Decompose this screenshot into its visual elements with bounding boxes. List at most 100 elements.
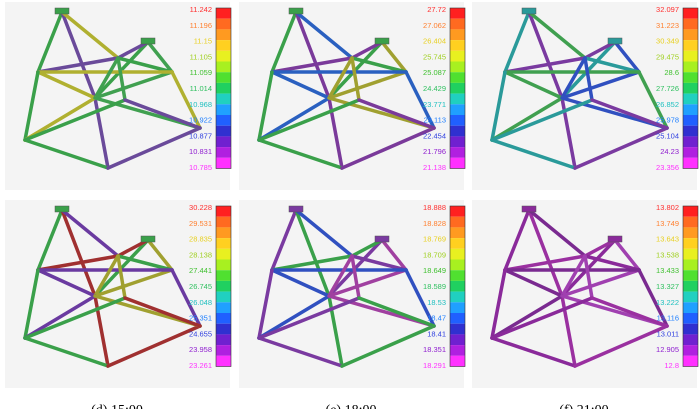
color-bar-segment xyxy=(450,82,465,94)
color-bar-segment xyxy=(450,147,465,158)
color-bar-segment xyxy=(683,125,698,137)
color-bar-segment xyxy=(450,302,465,313)
truss-member xyxy=(93,56,120,100)
truss-member xyxy=(60,208,97,298)
truss-member xyxy=(170,268,202,328)
color-bar-segment xyxy=(683,72,698,83)
truss-member xyxy=(490,98,594,142)
color-bar-segment xyxy=(216,147,231,158)
color-bar-segment xyxy=(683,61,698,73)
truss-member xyxy=(340,324,436,368)
truss-member xyxy=(560,254,587,298)
truss-member xyxy=(527,10,564,100)
legend-label: 11.15 xyxy=(194,37,212,46)
color-bar-segment xyxy=(683,345,698,356)
color-bar-segment xyxy=(683,323,698,335)
panel-background xyxy=(5,2,230,190)
tower-cap xyxy=(521,7,537,15)
color-bar-segment xyxy=(216,93,231,105)
color-bar-segment xyxy=(683,115,698,126)
truss-member xyxy=(613,238,641,272)
truss-member xyxy=(60,208,120,258)
legend-label: 29.475 xyxy=(656,52,679,61)
color-bar-segment xyxy=(683,104,698,115)
truss-member xyxy=(503,70,564,100)
legend-label: 13.222 xyxy=(656,298,679,307)
truss-member xyxy=(583,56,594,102)
legend-label: 27.062 xyxy=(423,21,446,30)
truss-member xyxy=(294,10,331,100)
color-bar-segment xyxy=(683,8,698,19)
color-bar-segment xyxy=(683,355,698,367)
color-bar-segment xyxy=(683,157,698,169)
legend-label: 12.905 xyxy=(656,345,679,354)
tower-cap xyxy=(54,205,70,213)
truss-member xyxy=(590,296,669,328)
truss-member xyxy=(404,268,436,328)
truss-member xyxy=(357,98,436,130)
truss-member xyxy=(270,208,298,272)
legend-label: 13.802 xyxy=(656,203,679,212)
color-bar-segment xyxy=(450,270,465,281)
truss-member xyxy=(60,10,97,100)
truss-member xyxy=(93,254,120,298)
truss-member xyxy=(350,56,361,102)
legend-label: 30.349 xyxy=(656,37,679,46)
truss-member xyxy=(36,56,120,74)
tower-cap xyxy=(521,205,537,213)
truss-member xyxy=(23,138,110,170)
color-bar-segment xyxy=(683,259,698,271)
tower-cap xyxy=(607,235,623,243)
panel-caption: (e) 18:00 xyxy=(326,403,377,409)
color-bar-segment xyxy=(450,115,465,126)
legend-label: 18.649 xyxy=(423,266,446,275)
color-bar-segment xyxy=(450,29,465,41)
color-bar-segment xyxy=(216,29,231,41)
color-bar-segment xyxy=(683,238,698,249)
color-bar-segment xyxy=(450,334,465,346)
truss-member xyxy=(23,98,127,142)
truss-member xyxy=(36,254,120,272)
truss-member xyxy=(327,56,354,100)
truss-member xyxy=(270,10,298,74)
legend-label: 25.978 xyxy=(656,116,679,125)
truss-member xyxy=(257,336,344,368)
panel: 11.242 11.196 11.15 11.105 11.059 11.014 10.96… xyxy=(5,2,232,220)
legend-label: 31.223 xyxy=(656,21,679,30)
color-bar-segment xyxy=(216,291,231,303)
legend-label: 11.105 xyxy=(190,52,212,61)
truss-member xyxy=(583,254,641,272)
tower-cap xyxy=(607,37,623,45)
color-bar-segment xyxy=(450,157,465,169)
color-bar-segment xyxy=(683,227,698,239)
color-bar-segment xyxy=(216,206,231,217)
legend-label: 25.087 xyxy=(423,68,446,77)
truss-member xyxy=(23,296,127,340)
legend-label: 30.228 xyxy=(189,203,212,212)
color-bar-segment xyxy=(683,270,698,281)
color-bar-frame xyxy=(449,7,466,169)
truss-member xyxy=(116,254,127,300)
panel: 32.097 31.223 30.349 29.475 28.6 27.726 26.852… xyxy=(472,2,699,220)
legend-label: 23.771 xyxy=(423,100,446,109)
color-bar-segment xyxy=(450,40,465,51)
legend-label: 25.351 xyxy=(189,314,212,323)
truss-member xyxy=(490,294,564,340)
legend-label: 10.785 xyxy=(189,163,212,172)
legend-label: 27.72 xyxy=(427,5,446,14)
color-bar-segment xyxy=(683,248,698,260)
legend-label: 18.291 xyxy=(423,361,446,370)
legend-label: 13.538 xyxy=(656,250,679,259)
tower-cap xyxy=(288,7,304,15)
color-bar-segment xyxy=(450,104,465,115)
panel-background xyxy=(239,200,464,388)
color-bar-segment xyxy=(450,345,465,356)
truss-member xyxy=(637,70,669,130)
color-bar-segment xyxy=(450,323,465,335)
truss-member xyxy=(36,70,97,100)
truss-member xyxy=(123,296,202,328)
color-bar-segment xyxy=(216,8,231,19)
legend-label: 11.059 xyxy=(190,68,212,77)
truss-member xyxy=(527,10,587,60)
panel: 13.802 13.749 13.643 13.538 13.433 13.327 13.2… xyxy=(472,200,699,409)
